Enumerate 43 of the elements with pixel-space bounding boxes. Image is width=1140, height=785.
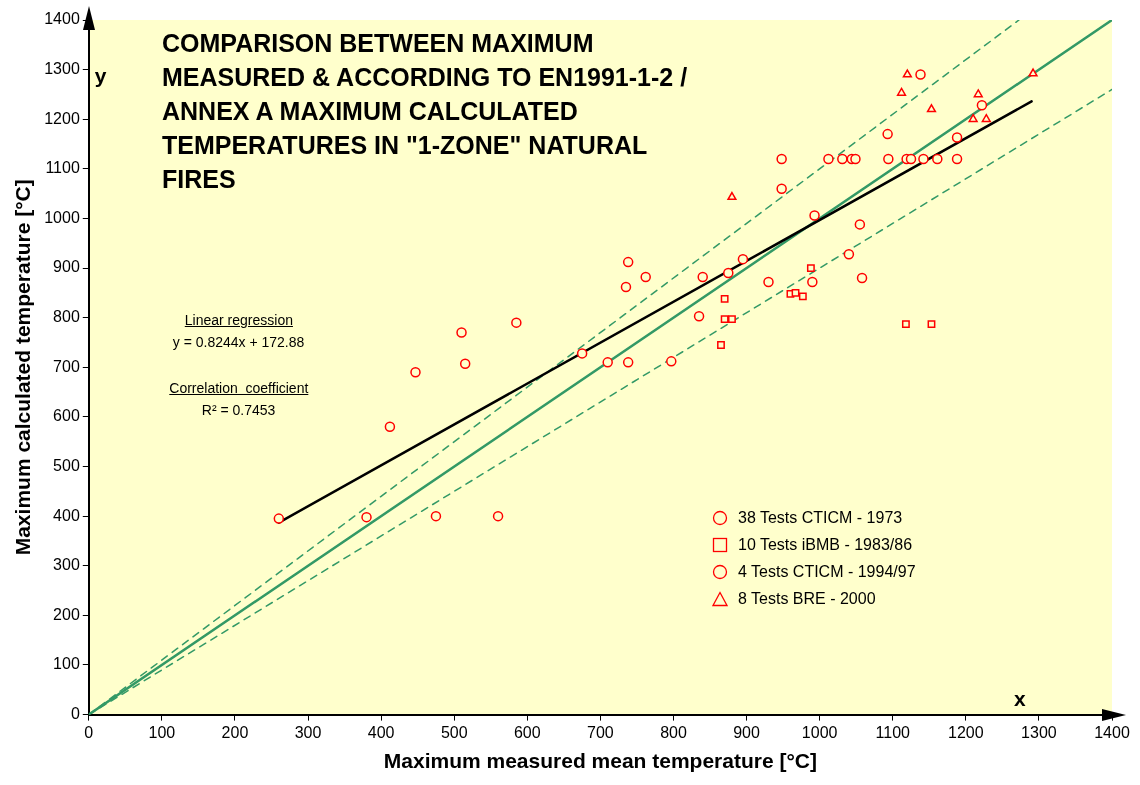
y-tick-label: 1400 bbox=[44, 10, 80, 28]
x-tick-label: 600 bbox=[513, 723, 541, 741]
x-tick-label: 1000 bbox=[801, 723, 838, 741]
x-tick-label: 900 bbox=[733, 723, 761, 741]
x-tick-label: 100 bbox=[148, 723, 176, 741]
annotation: y bbox=[94, 64, 107, 88]
x-tick-label: 500 bbox=[440, 723, 468, 741]
y-tick-label: 1300 bbox=[44, 60, 80, 78]
legend-label: 4 Tests CTICM - 1994/97 bbox=[738, 563, 916, 582]
legend-label: 38 Tests CTICM - 1973 bbox=[738, 509, 903, 528]
y-tick-label: 1000 bbox=[44, 208, 80, 226]
x-tick-label: 1100 bbox=[875, 723, 911, 741]
y-tick-label: 200 bbox=[53, 605, 80, 623]
y-tick-label: 0 bbox=[70, 705, 80, 723]
y-tick-label: 900 bbox=[53, 258, 80, 276]
annotation: y = 0.8244x + 172.88 bbox=[172, 334, 305, 350]
y-tick-label: 700 bbox=[53, 357, 80, 375]
x-tick-label: 1200 bbox=[948, 723, 984, 741]
y-tick-label: 1100 bbox=[45, 159, 80, 177]
y-tick-label: 300 bbox=[53, 556, 80, 574]
y-axis-title: Maximum calculated temperature [°C] bbox=[11, 179, 35, 556]
text: COMPARISON BETWEEN MAXIMUM MEASURED & ACCORDING TO EN1991-1-2 / ANNEX A MAXIMUM CALCULATED TEMPERATURES IN "1-ZONE" NATURAL FIRES bbox=[162, 28, 689, 195]
annotation: R² = 0.7453 bbox=[201, 402, 276, 418]
x-tick-label: 800 bbox=[660, 723, 687, 741]
x-tick-label: 700 bbox=[587, 723, 614, 741]
annotation: x bbox=[1014, 686, 1026, 711]
y-tick-label: 100 bbox=[53, 655, 80, 673]
y-tick-label: 800 bbox=[53, 308, 80, 326]
x-tick-label: 1400 bbox=[1094, 723, 1130, 741]
x-tick-label: 1300 bbox=[1021, 723, 1057, 741]
x-axis-title: Maximum measured mean temperature [°C] bbox=[383, 749, 817, 773]
x-tick-label: 300 bbox=[294, 723, 322, 741]
annotation: Linear regression bbox=[184, 312, 293, 328]
y-tick-label: 500 bbox=[53, 456, 80, 474]
annotation: Correlation coefficient bbox=[169, 380, 309, 396]
legend-label: 10 Tests iBMB - 1983/86 bbox=[738, 536, 913, 555]
legend-label: 8 Tests BRE - 2000 bbox=[738, 590, 876, 609]
x-tick-label: 400 bbox=[367, 723, 395, 741]
x-tick-label: 0 bbox=[84, 723, 94, 741]
y-tick-label: 600 bbox=[53, 407, 80, 425]
x-tick-label: 200 bbox=[221, 723, 249, 741]
y-tick-label: 400 bbox=[53, 506, 80, 524]
y-tick-label: 1200 bbox=[44, 109, 80, 127]
